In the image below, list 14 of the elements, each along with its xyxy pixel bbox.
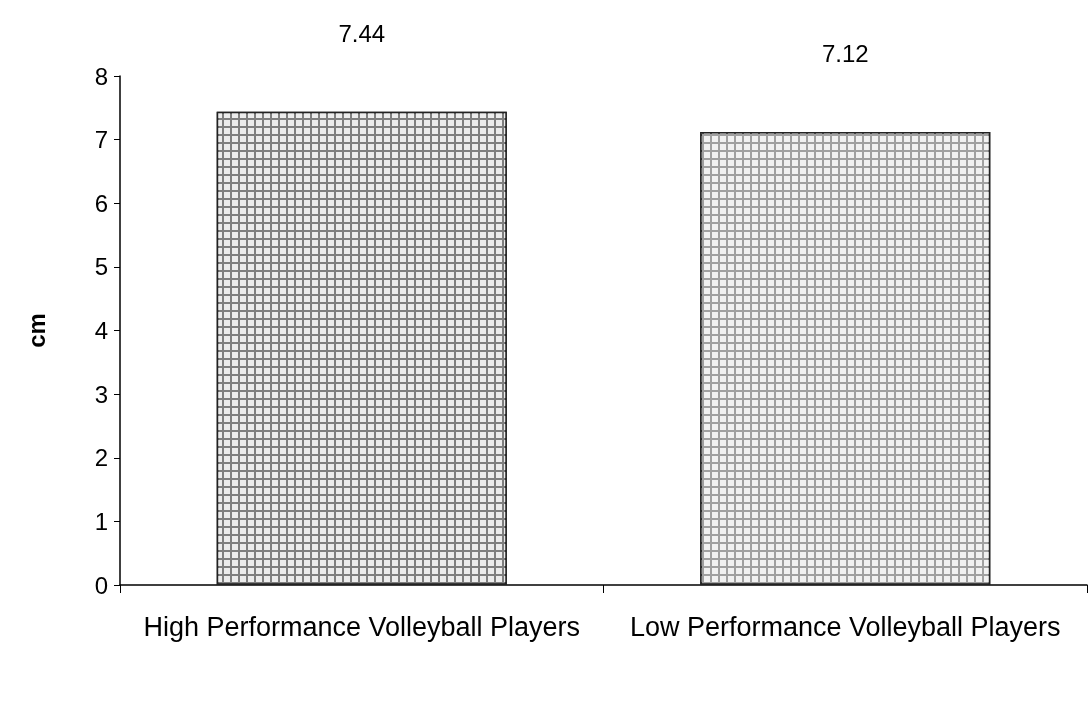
y-tick-label: 5 xyxy=(94,253,108,281)
data-label: 7.12 xyxy=(821,40,869,68)
y-tick-label: 7 xyxy=(94,126,108,154)
x-tick-label: Low Performance Volleyball Players xyxy=(629,611,1061,642)
data-label: 7.44 xyxy=(338,20,386,48)
y-tick-label: 6 xyxy=(94,189,108,217)
y-tick-label: 8 xyxy=(94,62,108,90)
x-tick-label: High Performance Volleyball Players xyxy=(143,611,581,642)
y-tick-label: 1 xyxy=(94,507,108,535)
y-tick-label: 3 xyxy=(94,380,108,408)
y-tick-label: 2 xyxy=(94,444,108,472)
y-tick-label: 4 xyxy=(94,317,108,344)
y-axis-title: cm xyxy=(22,313,50,348)
y-tick-label: 0 xyxy=(94,571,108,599)
